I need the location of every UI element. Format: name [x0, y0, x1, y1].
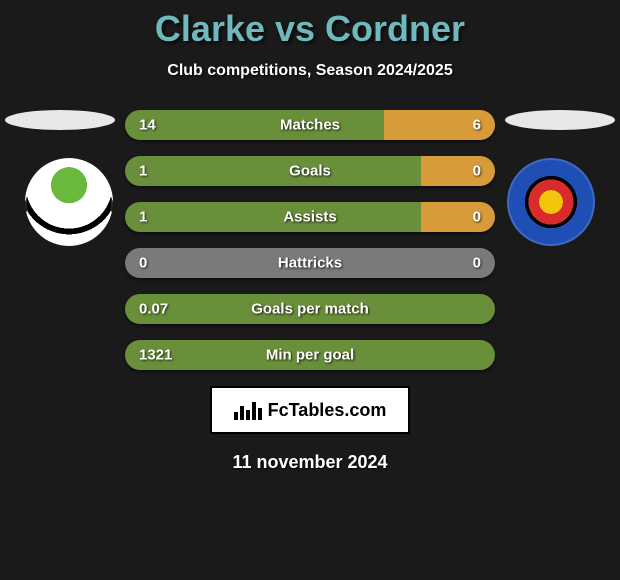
stat-bar-label: Hattricks — [278, 255, 342, 272]
stat-bar-row: Matches 14 6 — [125, 110, 495, 140]
stat-bar-left — [125, 110, 384, 140]
comparison-subtitle: Club competitions, Season 2024/2025 — [0, 62, 620, 80]
comparison-content: Matches146Goals10Assists10Hattricks00Goa… — [0, 110, 620, 473]
brand-badge: FcTables.com — [210, 386, 410, 434]
club-crest-right — [507, 158, 595, 246]
stat-bar-label: Matches — [280, 117, 340, 134]
stat-bars: Matches146Goals10Assists10Hattricks00Goa… — [125, 110, 495, 370]
stat-bar-label: Min per goal — [266, 347, 354, 364]
club-crest-left — [25, 158, 113, 246]
stat-bar-left — [125, 202, 421, 232]
stat-bar-row: Hattricks 0 0 — [125, 248, 495, 278]
stat-bar-row: Min per goal 1321 — [125, 340, 495, 370]
stat-bar-label: Goals — [289, 163, 331, 180]
brand-bars-icon — [234, 400, 262, 420]
stat-bar-value-right: 0 — [473, 255, 481, 272]
brand-text: FcTables.com — [268, 400, 387, 421]
stat-bar-row: Goals 1 0 — [125, 156, 495, 186]
player-ellipse-left — [5, 110, 115, 130]
stat-bar-value-right: 6 — [473, 117, 481, 134]
stat-bar-value-left: 1 — [139, 163, 147, 180]
player-ellipse-right — [505, 110, 615, 130]
stat-bar-row: Assists 1 0 — [125, 202, 495, 232]
stat-bar-label: Assists — [283, 209, 336, 226]
stat-bar-value-left: 1321 — [139, 347, 172, 364]
stat-bar-label: Goals per match — [251, 301, 369, 318]
snapshot-date: 11 november 2024 — [0, 452, 620, 473]
stat-bar-value-right: 0 — [473, 163, 481, 180]
stat-bar-right — [421, 156, 495, 186]
stat-bar-value-left: 14 — [139, 117, 156, 134]
stat-bar-value-left: 0 — [139, 255, 147, 272]
stat-bar-value-right: 0 — [473, 209, 481, 226]
stat-bar-value-left: 0.07 — [139, 301, 168, 318]
stat-bar-value-left: 1 — [139, 209, 147, 226]
stat-bar-left — [125, 156, 421, 186]
stat-bar-right — [421, 202, 495, 232]
stat-bar-row: Goals per match 0.07 — [125, 294, 495, 324]
comparison-title: Clarke vs Cordner — [0, 0, 620, 50]
